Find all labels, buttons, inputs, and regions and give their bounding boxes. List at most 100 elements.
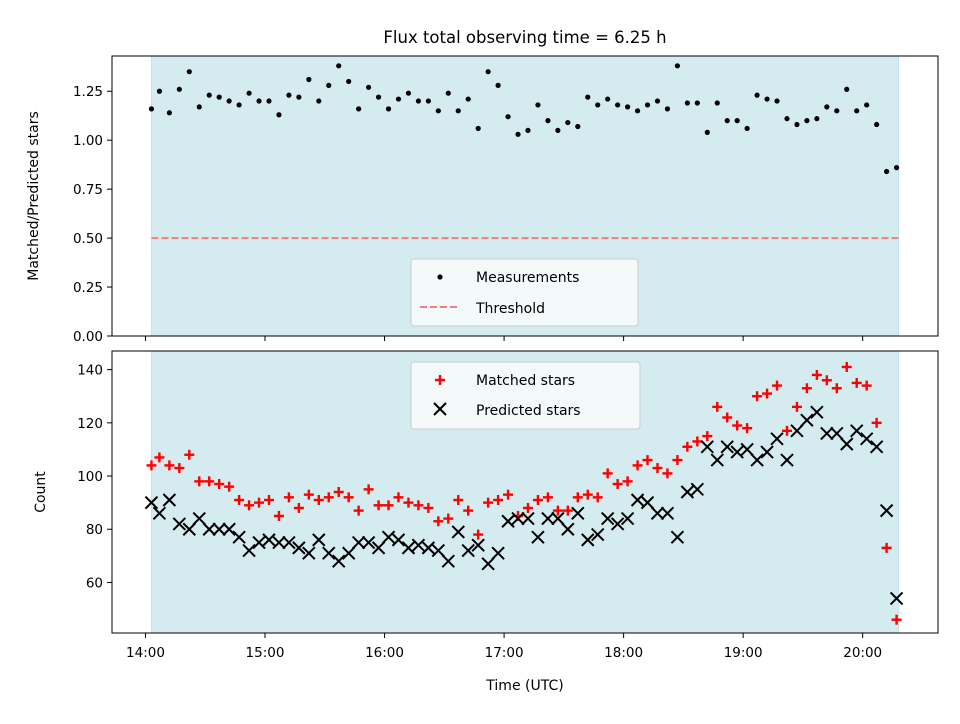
matched-star-point <box>393 492 404 503</box>
measurement-point <box>236 102 242 108</box>
x-tick-label: 17:00 <box>485 645 524 661</box>
predicted-star-point <box>780 453 794 467</box>
predicted-star-point <box>660 506 675 520</box>
measurement-point <box>824 104 830 110</box>
measurement-point <box>515 131 521 137</box>
predicted-star-point <box>600 511 615 526</box>
measurement-point <box>565 119 571 126</box>
matched-star-point <box>702 431 713 442</box>
predicted-star-point <box>351 535 366 550</box>
predicted-star-point <box>461 543 475 558</box>
measurement-point <box>495 82 501 88</box>
measurement-point <box>375 94 382 100</box>
measurement-point <box>346 78 352 85</box>
measurement-point <box>874 121 880 128</box>
measurement-point <box>704 129 710 135</box>
matched-star-point <box>313 494 324 505</box>
matched-star-point <box>244 500 255 511</box>
measurement-point <box>674 63 681 69</box>
predicted-star-point <box>551 511 565 526</box>
matched-star-point <box>861 380 872 391</box>
measurement-point <box>465 96 471 102</box>
predicted-star-point <box>690 482 705 497</box>
predicted-star-point <box>302 546 316 560</box>
measurement-point <box>186 69 192 75</box>
predicted-star-point <box>700 440 715 454</box>
ratio-x-ticks <box>144 336 864 341</box>
predicted-star-point <box>561 522 575 536</box>
measurement-point <box>196 104 202 110</box>
measurement-point <box>714 100 720 106</box>
measurement-point <box>286 92 292 98</box>
x-tick-label: 14:00 <box>126 645 165 661</box>
matched-star-point <box>781 425 792 436</box>
matched-star-point <box>662 468 673 479</box>
measurement-point <box>684 100 690 106</box>
predicted-star-point <box>770 432 784 446</box>
measurement-point <box>834 108 840 114</box>
matched-star-point <box>632 460 643 471</box>
measurement-point <box>744 125 750 132</box>
predicted-star-point <box>571 506 585 520</box>
predicted-star-point <box>620 511 635 526</box>
measurement-point <box>754 92 760 98</box>
matched-star-point <box>742 423 753 434</box>
predicted-star-point <box>282 535 296 550</box>
matched-star-point <box>811 369 822 380</box>
predicted-star-point <box>521 511 535 526</box>
predicted-star-point <box>421 541 436 555</box>
y-tick-label: 100 <box>77 469 103 485</box>
y-tick-label: 0.00 <box>73 329 103 345</box>
matched-star-point <box>164 460 175 471</box>
predicted-star-point <box>441 554 456 568</box>
measurement-point <box>156 88 163 94</box>
predicted-star-point <box>144 495 159 510</box>
matched-star-point <box>383 500 394 511</box>
measurement-point <box>326 82 332 88</box>
matched-star-point <box>254 497 265 508</box>
x-tick-label: 18:00 <box>604 645 643 661</box>
matched-star-point <box>652 463 663 474</box>
predicted-star-point <box>332 554 346 568</box>
matched-star-point <box>204 476 215 487</box>
predicted-star-point <box>730 445 744 459</box>
predicted-star-point <box>341 546 356 560</box>
matched-star-point <box>433 516 444 527</box>
matched-star-point <box>214 479 225 490</box>
matched-star-point <box>303 489 314 500</box>
matched-star-point <box>453 494 464 505</box>
matched-star-point <box>423 502 434 513</box>
y-tick-label: 1.00 <box>73 133 103 149</box>
predicted-star-point <box>172 517 187 531</box>
predicted-star-point <box>152 506 167 520</box>
predicted-star-point <box>790 424 804 438</box>
measurement-point <box>784 116 790 122</box>
matched-star-point <box>194 476 205 487</box>
predicted-star-point <box>182 522 197 536</box>
matched-star-point <box>146 460 157 471</box>
measurement-point <box>246 90 252 96</box>
matched-star-point <box>363 484 374 495</box>
matched-star-point <box>562 505 573 516</box>
predicted-star-point <box>810 405 824 419</box>
predicted-star-point <box>391 533 406 547</box>
matched-legend-label: Matched stars <box>476 373 575 389</box>
measurement-point <box>734 118 740 124</box>
matched-star-point <box>821 375 832 386</box>
count-y-ticks: 60 80 100 120 140 <box>77 363 112 591</box>
matched-star-point <box>672 455 683 466</box>
matched-star-point <box>831 383 842 394</box>
predicted-star-point <box>680 485 695 499</box>
matched-star-point <box>234 494 245 505</box>
y-tick-label: 80 <box>86 522 103 538</box>
predicted-star-point <box>859 432 874 446</box>
count-axes-frame <box>111 350 939 634</box>
count-legend-box <box>410 361 641 430</box>
matched-star-point <box>224 481 235 492</box>
measurement-point <box>266 98 272 104</box>
predicted-star-point <box>501 514 515 528</box>
measurements-legend-label: Measurements <box>476 270 579 286</box>
matched-star-point <box>801 383 812 394</box>
measurement-point <box>385 106 392 112</box>
